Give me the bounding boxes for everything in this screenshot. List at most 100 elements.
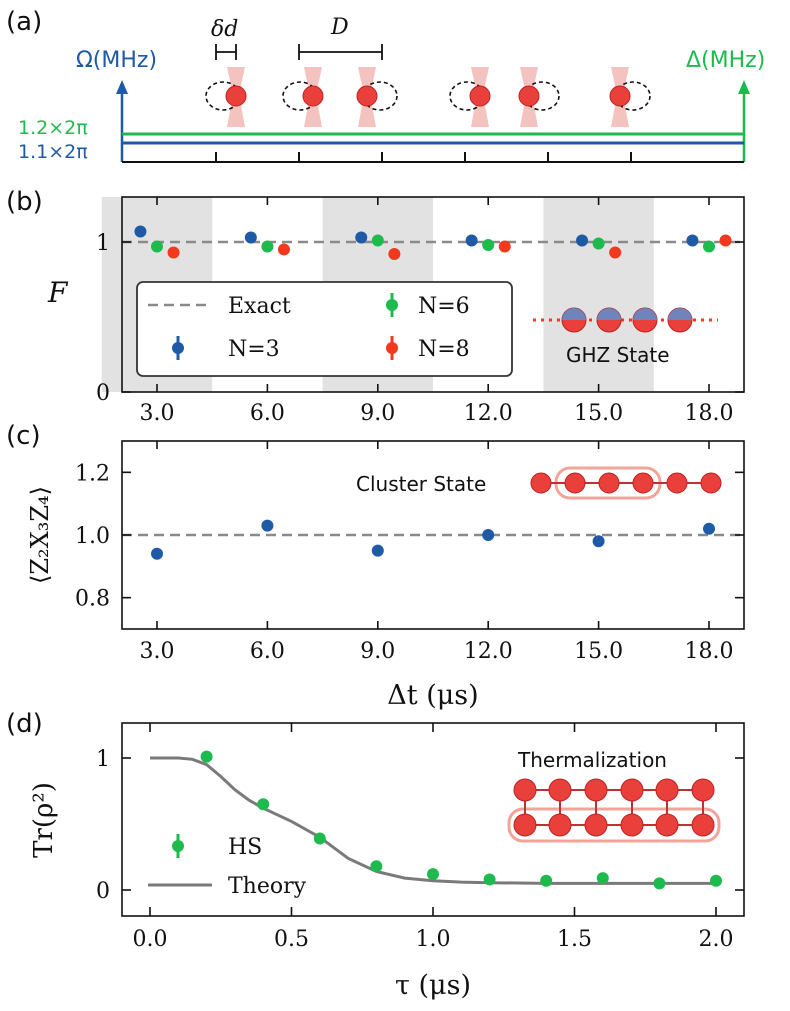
cluster-atom-3 bbox=[632, 472, 654, 494]
b-point-N=6-5 bbox=[703, 240, 715, 253]
panel-label-d: (d) bbox=[6, 709, 43, 739]
delta-arrow-icon bbox=[738, 80, 750, 94]
therm-atom-bottom-4 bbox=[655, 813, 679, 837]
b-point-N=8-5 bbox=[719, 234, 732, 247]
c-point-0 bbox=[151, 547, 163, 560]
b-ytick-label-0: 0 bbox=[96, 381, 110, 406]
c-xtick-label-4: 15.0 bbox=[574, 639, 623, 664]
plot-c-xlabel: Δt (μs) bbox=[387, 680, 478, 711]
therm-atom-bottom-0 bbox=[513, 813, 537, 837]
cluster-inset: Cluster State bbox=[356, 466, 722, 500]
c-ytick-label-0: 0.8 bbox=[75, 587, 110, 612]
b-point-N=3-4 bbox=[576, 234, 589, 247]
ghz-atom-cap-2 bbox=[633, 308, 657, 320]
therm-atom-bottom-2 bbox=[584, 813, 608, 837]
b-point-N=3-2 bbox=[355, 231, 368, 244]
d-point-7 bbox=[596, 872, 609, 885]
D-label: D bbox=[330, 15, 349, 40]
cluster-atom-2 bbox=[598, 472, 620, 494]
plot-b-frame bbox=[121, 196, 745, 393]
b-point-N=3-5 bbox=[686, 234, 699, 247]
c-xtick-label-0: 3.0 bbox=[140, 639, 175, 664]
b-point-N=6-4 bbox=[592, 237, 605, 250]
ghz-label: GHZ State bbox=[566, 343, 670, 367]
displacement-ring-5 bbox=[615, 81, 651, 111]
panel-b: (b) 3.0 6.0 9.0 12.0 15.0 18.0 0 1 F Exact N=3 … bbox=[6, 187, 745, 426]
cluster-atom-5 bbox=[700, 472, 722, 494]
panel-d: (d) 0.0 0.5 1.0 1.5 2.0 0 1 Tr(ρ²) τ (μs) HS T… bbox=[6, 709, 745, 1001]
omega-label: Ω(MHz) bbox=[76, 48, 157, 73]
legend-theory: Theory bbox=[228, 874, 307, 899]
panel-label-b: (b) bbox=[6, 187, 43, 217]
atom-array bbox=[205, 67, 651, 127]
b-point-N=3-1 bbox=[244, 231, 257, 244]
b-xtick-label-0: 3.0 bbox=[140, 401, 175, 426]
therm-atom-top-0 bbox=[513, 778, 537, 802]
c-ytick-label-1: 1.0 bbox=[75, 524, 110, 549]
d-xtick-label-3: 1.5 bbox=[557, 927, 592, 952]
plot-b-ticks: 3.0 6.0 9.0 12.0 15.0 18.0 0 1 bbox=[96, 197, 744, 426]
theory-curve bbox=[150, 756, 716, 885]
b-point-N=6-3 bbox=[482, 239, 495, 251]
b-xtick-label-1: 6.0 bbox=[250, 401, 285, 426]
atom-0 bbox=[225, 85, 247, 107]
delta-value: 1.2×2π bbox=[18, 117, 88, 139]
d-point-6 bbox=[540, 874, 553, 887]
b-point-N=8-0 bbox=[167, 246, 180, 259]
d-xtick-label-2: 1.0 bbox=[416, 927, 451, 952]
legend-exact: Exact bbox=[228, 294, 291, 319]
displacement-ring-2 bbox=[362, 81, 398, 111]
therm-atom-top-3 bbox=[620, 778, 644, 802]
shade-band-2 bbox=[543, 197, 654, 392]
plot-b-ylabel: F bbox=[47, 276, 69, 309]
ghz-atom-cap-3 bbox=[668, 308, 692, 320]
omega-value: 1.1×2π bbox=[18, 141, 88, 163]
atom-2 bbox=[356, 85, 378, 107]
plot-d-ticks: 0.0 0.5 1.0 1.5 2.0 0 1 bbox=[96, 723, 744, 952]
therm-atom-bottom-1 bbox=[548, 813, 572, 837]
atom-3 bbox=[469, 85, 491, 107]
legend-d: HS Theory bbox=[148, 834, 307, 899]
plot-c-ylabel: ⟨Z₂X₃Z₄⟩ bbox=[26, 486, 54, 584]
legend-n8: N=8 bbox=[418, 337, 470, 362]
b-point-N=6-1 bbox=[261, 240, 274, 253]
c-ytick-label-2: 1.2 bbox=[75, 461, 110, 486]
c-xtick-label-2: 9.0 bbox=[360, 639, 395, 664]
b-point-N=3-3 bbox=[465, 234, 478, 247]
ghz-atom-cap-1 bbox=[597, 308, 621, 320]
d-ytick-label-0: 0 bbox=[96, 879, 110, 904]
therm-atom-top-4 bbox=[655, 778, 679, 802]
plot-d-ylabel: Tr(ρ²) bbox=[29, 782, 59, 858]
d-xtick-label-4: 2.0 bbox=[699, 927, 734, 952]
b-point-N=3-0 bbox=[134, 225, 147, 238]
panel-label-c: (c) bbox=[6, 421, 41, 451]
d-point-3 bbox=[370, 860, 383, 873]
dd-label: δd bbox=[211, 17, 238, 42]
c-point-1 bbox=[261, 519, 274, 532]
panel-label-a: (a) bbox=[6, 7, 42, 37]
d-point-1 bbox=[257, 798, 270, 811]
d-point-9 bbox=[710, 874, 722, 887]
c-point-4 bbox=[592, 535, 605, 548]
plot-d-marks bbox=[200, 750, 722, 890]
c-xtick-label-1: 6.0 bbox=[250, 639, 285, 664]
cluster-label: Cluster State bbox=[356, 472, 486, 496]
cluster-atom-4 bbox=[666, 472, 688, 494]
cluster-atom-0 bbox=[530, 472, 552, 494]
therm-atom-top-5 bbox=[691, 778, 715, 802]
plot-d-xlabel: τ (μs) bbox=[395, 970, 471, 1001]
displacement-ring-4 bbox=[524, 81, 560, 111]
c-point-3 bbox=[482, 529, 495, 541]
plot-c-marks bbox=[151, 519, 715, 560]
d-xtick-label-0: 0.0 bbox=[133, 927, 168, 952]
b-ytick-label-1: 1 bbox=[96, 231, 110, 256]
b-point-N=8-3 bbox=[498, 240, 511, 253]
b-xtick-label-5: 18.0 bbox=[685, 401, 734, 426]
d-point-2 bbox=[313, 832, 326, 845]
atom-4 bbox=[518, 85, 540, 107]
d-point-5 bbox=[483, 873, 496, 886]
therm-atom-bottom-3 bbox=[620, 813, 644, 837]
b-xtick-label-3: 12.0 bbox=[464, 401, 513, 426]
c-xtick-label-5: 18.0 bbox=[685, 639, 734, 664]
